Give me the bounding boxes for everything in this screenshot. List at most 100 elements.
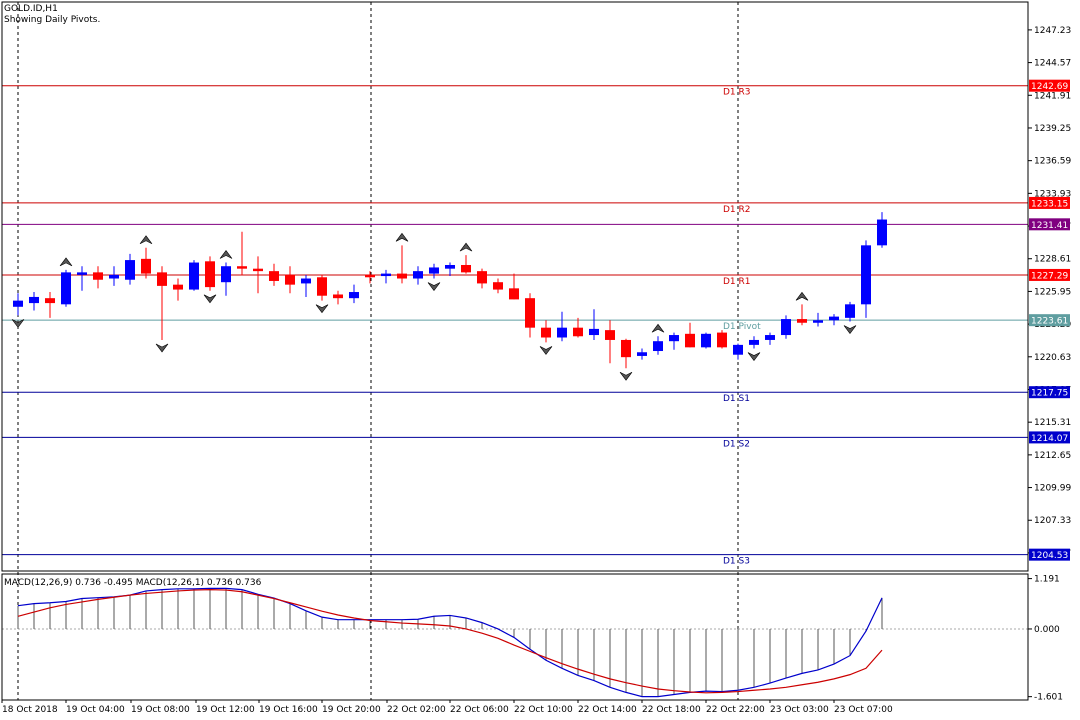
candle-body (765, 335, 775, 340)
price-level-tag (1029, 314, 1070, 327)
time-tick-label: 23 Oct 07:00 (834, 705, 893, 715)
candle-body (557, 327, 567, 338)
fractal-up-arrow (651, 323, 665, 333)
candle-body (189, 262, 199, 290)
time-tick-label: 19 Oct 12:00 (196, 705, 255, 715)
fractal-down-arrow (843, 325, 857, 335)
candle-body (301, 278, 311, 284)
time-tick-label: 19 Oct 04:00 (66, 705, 125, 715)
candle-body (333, 294, 343, 299)
candle-body (93, 272, 103, 280)
price-tick-label: 1220.63 (1034, 353, 1071, 363)
fractal-up-arrow (795, 291, 809, 301)
candle-body (669, 335, 679, 342)
candle-body (381, 273, 391, 277)
time-tick-label: 22 Oct 02:00 (387, 705, 446, 715)
price-tick-label: 1241.91 (1034, 91, 1071, 101)
candle-body (621, 339, 631, 358)
candle-body (125, 260, 135, 280)
candle-body (429, 267, 439, 274)
fractal-down-arrow (155, 343, 169, 353)
fractal-up-arrow (219, 250, 233, 259)
price-level-tag (1029, 268, 1070, 281)
price-tick-label: 1239.25 (1034, 124, 1071, 134)
candle-body (205, 261, 215, 288)
candle-body (493, 282, 503, 290)
candle-body (77, 272, 87, 275)
pivot-name: D1 R1 (723, 277, 751, 287)
candle-body (413, 271, 423, 279)
candle-body (797, 319, 807, 323)
candle-body (13, 300, 23, 307)
time-tick-label: 19 Oct 20:00 (322, 705, 381, 715)
price-level-label: 1227.29 (1031, 271, 1068, 281)
symbol-label: GOLD.ID,H1 (4, 4, 58, 14)
fractal-up-arrow (395, 232, 409, 242)
macd-tick-label: 0.000 (1034, 625, 1060, 635)
candle-body (525, 298, 535, 328)
price-level-tag (1029, 386, 1070, 399)
price-level-label: 1231.41 (1031, 221, 1068, 231)
price-tick-label: 1236.59 (1034, 157, 1071, 167)
macd-header: MACD(12,26,9) 0.736 -0.495 MACD(12,26,1)… (4, 578, 262, 588)
candle-body (365, 274, 375, 278)
candle-body (861, 245, 871, 305)
time-tick-label: 22 Oct 14:00 (578, 705, 637, 715)
price-tick-label: 1228.61 (1034, 255, 1071, 265)
pivot-name: D1 R2 (723, 205, 751, 215)
candle-body (589, 328, 599, 336)
candle-body (317, 277, 327, 296)
time-tick-label: 22 Oct 18:00 (642, 705, 701, 715)
price-level-label: 1214.07 (1031, 434, 1068, 444)
candle-body (157, 272, 167, 286)
candle-body (653, 341, 663, 352)
candle-body (461, 264, 471, 273)
fractal-down-arrow (619, 371, 633, 381)
candle-body (29, 296, 39, 304)
price-tick-label: 1209.99 (1034, 484, 1071, 494)
candle-body (541, 327, 551, 338)
pivot-name: D1 R3 (723, 88, 751, 98)
candle-body (733, 344, 743, 355)
candle-body (685, 333, 695, 348)
fractal-up-arrow (459, 242, 473, 252)
price-tick-label: 1244.57 (1034, 59, 1071, 69)
fractal-up-arrow (59, 257, 73, 267)
candle-body (45, 298, 55, 304)
macd-signal-line (17, 589, 883, 694)
candle-body (61, 272, 71, 305)
candle-body (829, 316, 839, 321)
time-tick-label: 22 Oct 22:00 (706, 705, 765, 715)
macd-main-line (17, 587, 883, 698)
macd-tick-label: 1.191 (1034, 575, 1060, 585)
candle-body (477, 271, 487, 284)
candle-body (221, 266, 231, 283)
candle-body (717, 332, 727, 348)
fractal-down-arrow (539, 346, 553, 355)
macd-frame (1, 573, 1029, 701)
price-level-tag (1029, 548, 1070, 561)
candle-body (877, 219, 887, 246)
price-level-label: 1204.53 (1031, 551, 1068, 561)
time-tick-label: 19 Oct 16:00 (259, 705, 318, 715)
time-tick-label: 23 Oct 03:00 (770, 705, 829, 715)
price-level-tag (1029, 218, 1070, 231)
candle-body (573, 327, 583, 337)
candle-body (285, 274, 295, 285)
price-level-tag (1029, 431, 1070, 444)
main-frame (1, 1, 1029, 572)
pivot-name: D1 S3 (723, 557, 750, 567)
candle-body (269, 271, 279, 281)
pivot-name: D1 Pivot (723, 322, 761, 332)
fractal-up-arrow (139, 235, 153, 245)
price-level-tag (1029, 79, 1070, 92)
candle-body (845, 304, 855, 318)
candle-body (237, 266, 247, 269)
candle-body (109, 274, 119, 279)
candle-body (509, 288, 519, 300)
time-tick-label: 18 Oct 2018 (2, 705, 58, 715)
candle-body (701, 333, 711, 348)
price-tick-label: 1247.23 (1034, 26, 1071, 36)
fractal-down-arrow (315, 304, 329, 314)
